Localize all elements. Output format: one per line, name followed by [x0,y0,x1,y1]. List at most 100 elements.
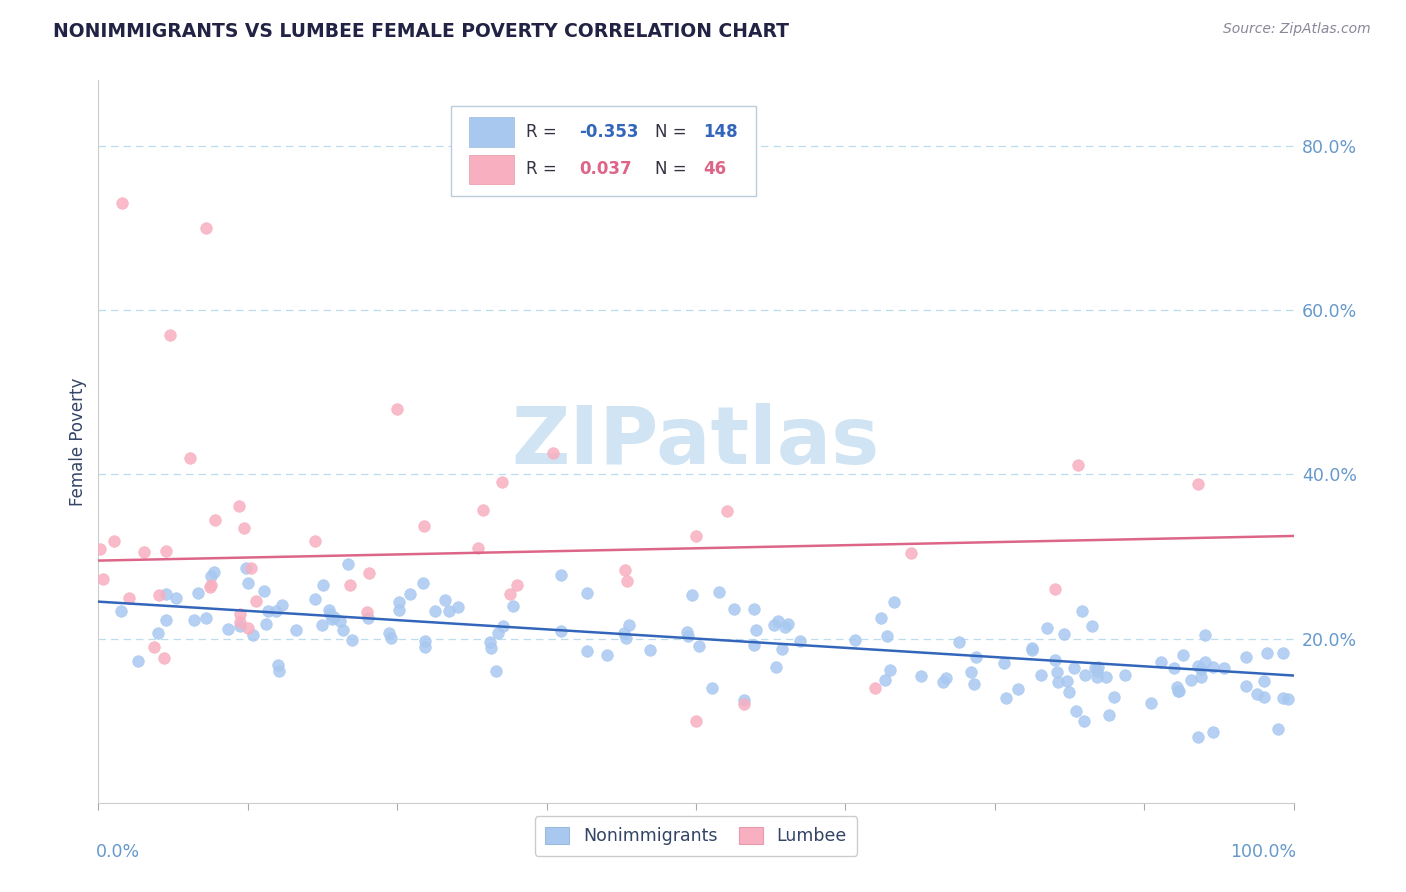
Point [1084,661,1107,675]
Point [1256,646,1278,660]
Point [332,623,354,637]
Point [844,633,866,648]
Point [179,450,201,465]
Point [1043,582,1066,597]
Point [142,640,165,654]
Point [1189,662,1212,676]
Point [1187,659,1209,673]
Point [1253,674,1275,689]
Point [1085,670,1108,684]
Point [1194,628,1216,642]
Point [1189,670,1212,684]
Point [1063,661,1085,675]
Point [198,580,221,594]
Point [1053,627,1076,641]
Point [1166,681,1188,695]
Text: -0.353: -0.353 [579,123,638,141]
Point [932,674,955,689]
Point [1194,655,1216,669]
Point [118,591,141,605]
Point [284,623,307,637]
Point [479,635,502,649]
Text: Source: ZipAtlas.com: Source: ZipAtlas.com [1223,22,1371,37]
Point [1070,604,1092,618]
Point [148,626,170,640]
Point [1095,670,1118,684]
Point [1187,477,1209,491]
Point [1057,685,1080,699]
Point [773,619,796,633]
Point [900,546,922,560]
Point [1081,619,1104,633]
Point [183,613,205,627]
Point [1163,661,1185,675]
Point [304,591,326,606]
Point [337,557,360,571]
Point [596,648,619,662]
Point [716,504,738,518]
Point [1253,690,1275,705]
Point [1180,673,1202,688]
Point [229,607,252,622]
Point [165,591,187,605]
Point [1007,682,1029,697]
Point [1035,621,1057,635]
Point [910,669,932,683]
Text: R =: R = [526,123,562,141]
Point [423,603,446,617]
Point [398,587,420,601]
Point [155,587,177,601]
Point [236,621,259,635]
Point [1149,655,1171,669]
Point [380,631,402,645]
Point [502,599,524,613]
Point [702,681,724,696]
Point [339,578,361,592]
Point [1114,668,1136,682]
FancyBboxPatch shape [470,154,515,184]
Point [681,588,703,602]
Point [103,533,125,548]
Point [245,594,267,608]
Point [318,603,340,617]
Point [486,626,509,640]
Point [467,541,489,555]
Point [186,585,208,599]
Point [357,611,380,625]
Point [1087,660,1109,674]
Point [1267,722,1289,736]
Point [1056,674,1078,689]
Point [676,629,699,643]
Point [614,632,637,646]
Point [1167,684,1189,698]
Point [479,641,502,656]
Point [1246,687,1268,701]
Point [195,221,218,235]
Text: NONIMMIGRANTS VS LUMBEE FEMALE POVERTY CORRELATION CHART: NONIMMIGRANTS VS LUMBEE FEMALE POVERTY C… [53,22,789,41]
Point [217,622,239,636]
Point [153,651,176,665]
Point [111,196,134,211]
Point [155,613,177,627]
Point [159,327,181,342]
FancyBboxPatch shape [470,117,515,147]
Text: 0.037: 0.037 [579,161,631,178]
Text: ZIPatlas: ZIPatlas [512,402,880,481]
Point [1202,725,1225,739]
Point [319,607,342,621]
Point [229,619,252,633]
Point [960,665,983,679]
Point [447,600,470,615]
Point [254,617,277,632]
Text: N =: N = [655,161,692,178]
Point [506,578,529,592]
Point [1067,458,1090,472]
Point [876,630,898,644]
Point [935,672,957,686]
Point [723,602,745,616]
Point [110,604,132,618]
Point [963,676,986,690]
Point [1074,668,1097,682]
Point [312,578,335,592]
Point [413,640,436,654]
